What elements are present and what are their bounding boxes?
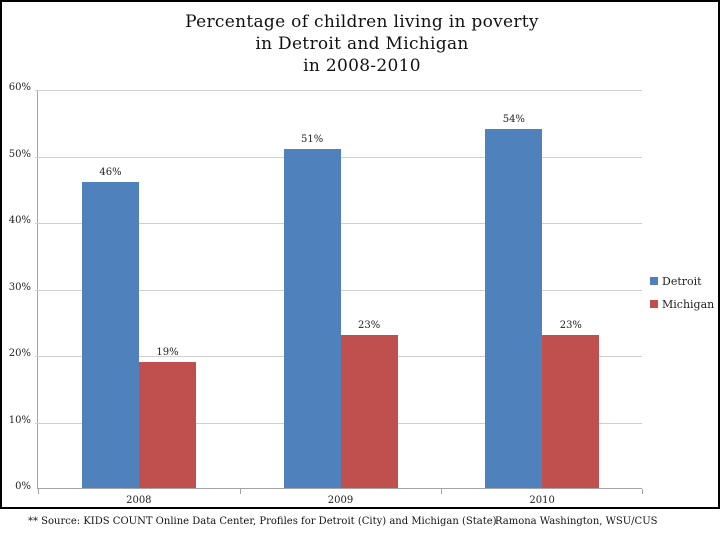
footer-source-note: ** Source: KIDS COUNT Online Data Center… xyxy=(28,516,497,527)
bar-detroit-2010 xyxy=(485,128,543,488)
x-axis-label-2008: 2008 xyxy=(126,495,152,506)
plot-area: 46% 19% 2008 51% 23% 2009 54% 23% 2010 xyxy=(35,90,643,506)
bar-detroit-2009 xyxy=(283,148,341,488)
bar-value-label-michigan-2010: 23% xyxy=(559,320,582,332)
bar-detroit-2008 xyxy=(82,182,139,488)
bar-michigan-2008 xyxy=(139,361,196,488)
chart-title-line-2: in Detroit and Michigan xyxy=(255,34,469,54)
legend-label-detroit: Detroit xyxy=(662,274,702,288)
y-axis-label-10pct: 10% xyxy=(8,414,31,426)
legend: Detroit Michigan xyxy=(650,275,714,321)
bar-value-label-detroit-2009: 51% xyxy=(301,133,324,145)
y-axis-label-50pct: 50% xyxy=(8,148,31,160)
y-axis-label-30pct: 30% xyxy=(8,281,31,293)
x-axis-label-2010: 2010 xyxy=(529,495,555,506)
legend-item-michigan: Michigan xyxy=(650,297,715,311)
x-axis-tick-0 xyxy=(38,489,39,494)
legend-swatch-detroit xyxy=(650,277,658,285)
x-axis-tick-2 xyxy=(441,489,443,494)
footer-credit: Ramona Washington, WSU/CUS xyxy=(495,516,658,527)
chart-title-line-3: in 2008-2010 xyxy=(303,56,421,76)
y-axis-label-20pct: 20% xyxy=(8,348,31,359)
y-axis-label-40pct: 40% xyxy=(8,215,31,226)
x-axis-tick-1 xyxy=(239,489,241,494)
legend-item-detroit: Detroit xyxy=(650,274,714,288)
bar-michigan-2009 xyxy=(340,335,398,488)
bar-value-label-detroit-2008: 46% xyxy=(99,167,122,179)
legend-swatch-michigan xyxy=(650,300,658,308)
y-axis-label-60pct: 60% xyxy=(8,82,31,93)
gridline-60 xyxy=(35,90,642,91)
bar-value-label-detroit-2010: 54% xyxy=(502,113,525,125)
y-axis-label-0pct: 0% xyxy=(15,481,31,492)
chart-title-line-1: Percentage of children living in poverty xyxy=(185,12,539,32)
legend-label-michigan: Michigan xyxy=(662,297,715,311)
bar-value-label-michigan-2008: 19% xyxy=(156,346,179,358)
chart-title: Percentage of children living in poverty… xyxy=(2,11,720,77)
bar-michigan-2010 xyxy=(542,335,600,488)
bar-value-label-michigan-2009: 23% xyxy=(358,320,381,332)
x-axis-label-2009: 2009 xyxy=(327,495,354,506)
chart-frame: Percentage of children living in poverty… xyxy=(0,0,720,509)
x-axis-tick-3 xyxy=(642,489,643,494)
